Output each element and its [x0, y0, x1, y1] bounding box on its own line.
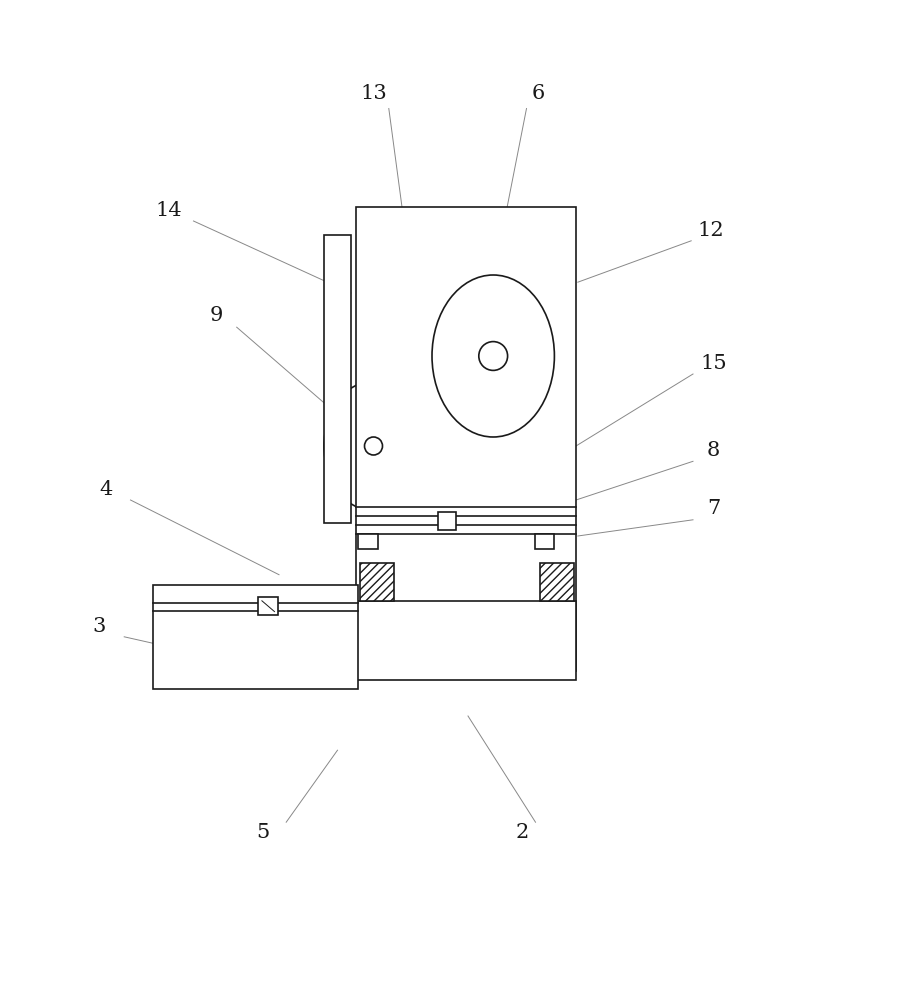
Bar [356, 601, 576, 680]
Bar [324, 234, 351, 522]
Text: 3: 3 [93, 616, 105, 636]
Text: 7: 7 [707, 499, 720, 518]
Text: 12: 12 [698, 221, 724, 239]
Circle shape [479, 342, 508, 370]
Text: 6: 6 [532, 84, 544, 103]
Text: 5: 5 [256, 823, 269, 842]
Bar [535, 534, 554, 549]
Circle shape [364, 437, 382, 455]
Ellipse shape [432, 275, 554, 437]
Text: 4: 4 [100, 480, 112, 499]
Text: 8: 8 [707, 441, 720, 460]
Bar [540, 563, 574, 601]
Bar [153, 585, 358, 689]
Text: 9: 9 [210, 306, 222, 325]
Bar [360, 563, 394, 601]
Text: 13: 13 [360, 84, 387, 103]
Bar [356, 207, 576, 671]
Text: 14: 14 [156, 201, 183, 220]
Bar [258, 597, 278, 615]
Bar [438, 512, 456, 530]
Text: 15: 15 [700, 354, 727, 373]
Ellipse shape [324, 381, 423, 511]
Text: 2: 2 [516, 823, 528, 842]
Bar [358, 534, 378, 549]
